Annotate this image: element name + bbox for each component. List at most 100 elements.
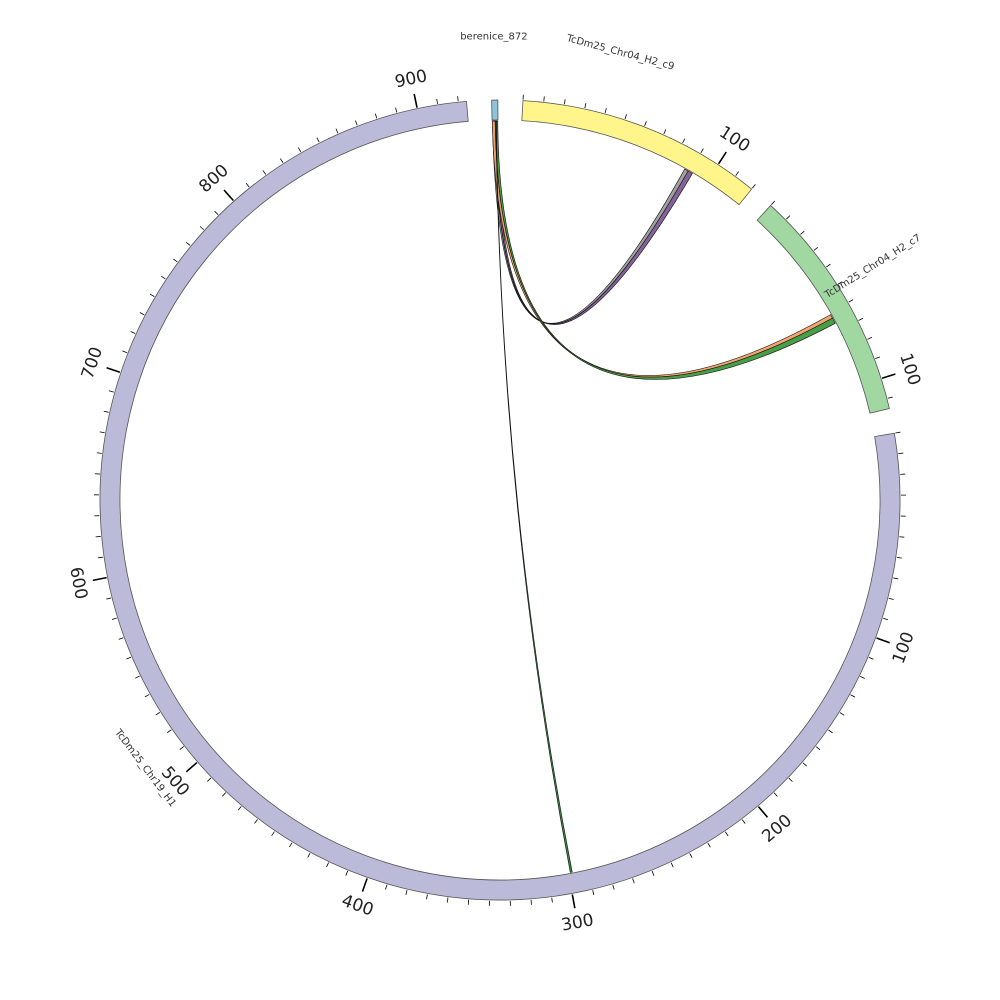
minor-tick: [850, 694, 856, 698]
link-3: [494, 120, 836, 380]
segments-layer: [99, 99, 901, 901]
major-tick: [757, 806, 769, 818]
minor-tick: [895, 431, 901, 434]
minor-tick: [689, 853, 693, 858]
minor-tick: [860, 675, 865, 679]
major-tick: [106, 367, 121, 373]
minor-tick: [254, 819, 258, 824]
minor-tick: [826, 263, 831, 268]
tick-label-chr19-600: 600: [65, 565, 91, 601]
minor-tick: [837, 281, 843, 285]
minor-tick: [612, 884, 615, 890]
minor-tick: [651, 870, 655, 876]
minor-tick: [207, 777, 212, 782]
minor-tick: [741, 819, 746, 824]
minor-tick: [139, 312, 145, 316]
minor-tick: [245, 182, 250, 188]
major-tick: [185, 761, 198, 773]
minor-tick: [663, 129, 667, 135]
segment-name-berenice: berenice_872: [460, 32, 527, 43]
minor-tick: [839, 712, 845, 716]
minor-tick: [563, 99, 566, 105]
minor-tick: [118, 637, 124, 640]
minor-tick: [724, 831, 729, 837]
minor-tick: [135, 675, 140, 679]
tick-label-chr19-400: 400: [339, 891, 376, 921]
segment-name-c9: TcDm25_Chr04_H2_c9: [564, 33, 675, 73]
major-tick: [413, 93, 418, 108]
minor-tick: [700, 148, 704, 154]
minor-tick: [446, 897, 449, 903]
minor-tick: [395, 107, 398, 113]
minor-tick: [316, 137, 320, 143]
minor-tick: [624, 114, 627, 120]
minor-tick: [828, 729, 833, 734]
minor-tick: [786, 215, 791, 220]
minor-tick: [99, 431, 105, 434]
minor-tick: [543, 96, 545, 102]
tick-label-chr19-300: 300: [560, 910, 596, 936]
minor-tick: [898, 452, 904, 455]
minor-tick: [896, 557, 902, 559]
minor-tick: [426, 894, 428, 900]
minor-tick: [707, 842, 711, 848]
minor-tick: [173, 258, 178, 263]
links-layer: [491, 120, 836, 873]
minor-tick: [771, 200, 776, 206]
minor-tick: [670, 862, 674, 868]
minor-tick: [103, 410, 109, 413]
minor-tick: [161, 275, 166, 280]
minor-tick: [644, 121, 647, 127]
link-2: [491, 120, 833, 378]
segment-c7: [756, 204, 890, 414]
minor-tick: [335, 128, 339, 134]
minor-tick: [186, 242, 191, 246]
minor-tick: [584, 103, 587, 109]
minor-tick: [735, 171, 740, 176]
minor-tick: [682, 138, 686, 144]
segment-c9: [521, 100, 753, 206]
major-tick: [717, 151, 727, 165]
minor-tick: [813, 246, 819, 251]
minor-tick: [130, 331, 136, 334]
minor-tick: [167, 729, 172, 733]
minor-tick: [307, 852, 311, 858]
tick-label-chr19-900: 900: [393, 66, 429, 92]
minor-tick: [592, 890, 595, 896]
link-4: [495, 120, 573, 873]
major-tick: [92, 576, 107, 582]
minor-tick: [385, 884, 388, 890]
minor-tick: [374, 113, 378, 119]
minor-tick: [632, 878, 635, 884]
tick-label-c9-100: 100: [715, 122, 753, 156]
minor-tick: [106, 597, 112, 600]
segment-chr19: [99, 100, 901, 901]
segment-berenice: [491, 99, 499, 121]
minor-tick: [858, 317, 864, 321]
minor-tick: [98, 556, 104, 559]
minor-tick: [326, 862, 329, 868]
minor-tick: [800, 230, 805, 235]
segment-name-c7: TcDm25_Chr04_H2_c7: [822, 233, 923, 302]
minor-tick: [262, 170, 267, 175]
minor-tick: [875, 356, 881, 359]
minor-tick: [883, 617, 889, 621]
major-tick: [223, 189, 234, 202]
minor-tick: [751, 184, 756, 189]
minor-tick: [888, 597, 894, 600]
minor-tick: [867, 336, 873, 340]
minor-tick: [802, 762, 807, 767]
minor-tick: [96, 452, 102, 454]
minor-tick: [297, 147, 302, 153]
minor-tick: [199, 226, 205, 231]
minor-tick: [887, 396, 893, 399]
labels-layer: berenice_872 TcDm25_Chr04_H2_c9 TcDm25_Chr…: [112, 32, 923, 810]
minor-tick: [868, 656, 874, 660]
tick-label-chr19-100: 100: [889, 629, 919, 666]
minor-tick: [144, 694, 150, 698]
tick-label-chr19-700: 700: [78, 344, 107, 381]
minor-tick: [271, 831, 275, 836]
minor-tick: [289, 842, 293, 848]
